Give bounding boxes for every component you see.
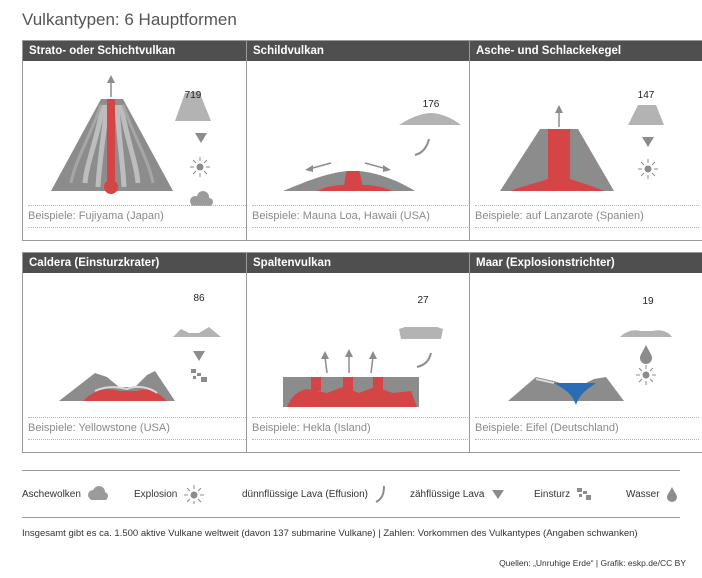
shield-volcano-illustration: [283, 113, 461, 191]
card-title: Maar (Explosionstrichter): [470, 253, 702, 273]
card-title: Schildvulkan: [247, 41, 481, 61]
legend: Aschewolken Explosion dünnflüssige Lava …: [22, 470, 680, 518]
cinder-cone-illustration: [500, 105, 664, 191]
fissure-volcano-illustration: [283, 327, 443, 407]
card-example: Beispiele: auf Lanzarote (Spanien): [475, 205, 699, 228]
cloud-icon: [190, 191, 213, 206]
volcano-count: 86: [193, 293, 205, 304]
card-title: Spaltenvulkan: [247, 253, 481, 273]
volcano-count: 27: [417, 295, 429, 306]
viscous-lava-icon: [491, 490, 504, 499]
card-example: Beispiele: Yellowstone (USA): [28, 417, 252, 440]
card-maar: Maar (Explosionstrichter) 19 Beispiele: …: [469, 252, 702, 453]
card-example: Beispiele: Hekla (Island): [252, 417, 476, 440]
volcano-count: 147: [637, 90, 655, 101]
volcano-count-shape: [399, 113, 461, 125]
maar-illustration: [508, 330, 672, 405]
legend-item-explosion: Explosion: [134, 471, 205, 517]
explosion-icon: [638, 159, 658, 179]
card-fissure-volcano: Spaltenvulkan 27 Beispiele: Hekla (Islan…: [246, 252, 482, 453]
card-stratovolcano: Strato- oder Schichtvulkan 719 Beispiele…: [22, 40, 258, 241]
thin-lava-icon: [375, 485, 386, 503]
viscous-lava-icon: [195, 133, 207, 143]
legend-label: dünnflüssige Lava (Effusion): [242, 488, 369, 500]
card-example: Beispiele: Mauna Loa, Hawaii (USA): [252, 205, 476, 228]
legend-label: Explosion: [134, 488, 178, 500]
thin-lava-icon: [414, 138, 430, 156]
legend-label: Einsturz: [534, 488, 571, 500]
card-title: Caldera (Einsturzkrater): [23, 253, 257, 273]
caldera-illustration: [59, 327, 221, 401]
viscous-lava-icon: [193, 351, 205, 361]
viscous-lava-icon: [642, 137, 654, 147]
collapse-icon: [577, 488, 592, 500]
card-caldera: Caldera (Einsturzkrater) 86 Beispiele: Y…: [22, 252, 258, 453]
volcano-count-shape: [399, 327, 443, 339]
card-shield-volcano: Schildvulkan 176 Beispiele: Mauna Loa, H…: [246, 40, 482, 241]
stratovolcano-illustration: [51, 75, 213, 206]
water-drop-icon: [666, 487, 677, 502]
legend-item-ash-clouds: Aschewolken: [22, 471, 109, 517]
card-cinder-cone: Asche- und Schlackekegel 147 Beispiele: …: [469, 40, 702, 241]
page-title: Vulkantypen: 6 Hauptformen: [22, 10, 237, 29]
card-title: Asche- und Schlackekegel: [470, 41, 702, 61]
volcano-count: 19: [642, 296, 654, 307]
thin-lava-icon: [416, 352, 432, 368]
volcano-count-shape: [175, 91, 211, 121]
volcano-count-shape: [620, 330, 672, 337]
legend-item-collapse: Einsturz: [534, 471, 592, 517]
volcano-count: 176: [422, 99, 440, 110]
source-credit: Quellen: „Unruhige Erde“ | Grafik: eskp.…: [499, 558, 686, 568]
legend-item-viscous-lava: zähflüssige Lava: [410, 471, 505, 517]
explosion-icon: [636, 365, 656, 385]
legend-item-water: Wasser: [626, 471, 678, 517]
legend-label: Aschewolken: [22, 488, 81, 500]
volcano-count-shape: [628, 105, 664, 125]
cloud-icon: [87, 486, 108, 500]
water-drop-icon: [640, 345, 652, 364]
collapse-icon: [191, 369, 207, 382]
card-example: Beispiele: Fujiyama (Japan): [28, 205, 252, 228]
volcano-count: 719: [184, 90, 202, 101]
explosion-icon: [184, 485, 205, 504]
legend-label: Wasser: [626, 488, 660, 500]
volcano-count-shape: [173, 327, 221, 337]
explosion-icon: [190, 157, 210, 177]
card-title: Strato- oder Schichtvulkan: [23, 41, 257, 61]
legend-item-thin-lava: dünnflüssige Lava (Effusion): [242, 471, 388, 517]
card-example: Beispiele: Eifel (Deutschland): [475, 417, 699, 440]
footnote: Insgesamt gibt es ca. 1.500 aktive Vulka…: [22, 528, 638, 539]
legend-label: zähflüssige Lava: [410, 488, 485, 500]
